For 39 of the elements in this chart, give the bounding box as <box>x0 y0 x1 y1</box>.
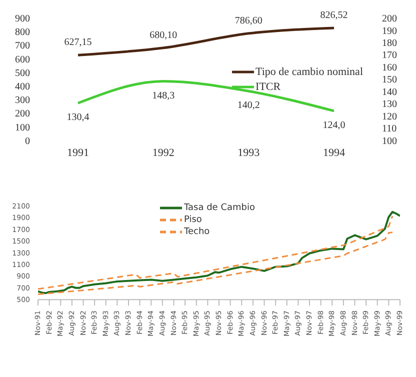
data-label: 627,15 <box>64 37 92 48</box>
data-label: 148,3 <box>152 90 175 102</box>
legend-label: Piso <box>184 214 202 226</box>
data-label: 124,0 <box>322 120 346 132</box>
legend-label: Tasa de Cambio <box>184 202 255 214</box>
y2-tick-label: 160 <box>382 62 397 74</box>
legend-label: Techo <box>184 226 210 238</box>
y2-tick-label: 140 <box>382 86 397 98</box>
y-tick-label: 500 <box>15 68 30 79</box>
y-tick-label: 100 <box>15 122 30 134</box>
y2-tick-label: 120 <box>382 111 397 122</box>
y-tick-label: 800 <box>15 27 30 38</box>
data-label: 130,4 <box>66 112 90 124</box>
legend-label: ITCR <box>256 80 281 95</box>
y2-tick-label: 190 <box>382 26 397 37</box>
y2-tick-label: 110 <box>382 124 397 135</box>
y2-tick-label: 200 <box>382 14 397 25</box>
data-label: 680,10 <box>150 30 178 41</box>
y-tick-label: 400 <box>15 82 30 92</box>
x-tick-label: 1994 <box>323 147 346 160</box>
y-tick-label: 0 <box>25 136 30 147</box>
data-label: 826,52 <box>320 10 348 21</box>
y-tick-label: 300 <box>15 95 30 106</box>
line-series <box>76 80 336 112</box>
y-tick-label: 900 <box>15 14 30 25</box>
legend-label: Tipo de cambio nominal <box>256 65 363 80</box>
x-tick-label: 1993 <box>238 147 260 160</box>
y2-tick-label: 150 <box>382 74 397 86</box>
y2-tick-label: 170 <box>382 50 397 62</box>
y2-tick-label: 130 <box>382 99 397 110</box>
x-tick-label: 1991 <box>67 147 89 160</box>
y-tick-label: 700 <box>15 40 30 52</box>
data-label: 140,2 <box>237 100 260 112</box>
y2-tick-label: 100 <box>382 136 397 147</box>
y-tick-label: 600 <box>15 54 30 66</box>
y-tick-label: 200 <box>15 108 30 120</box>
x-tick-label: 1992 <box>152 147 174 160</box>
y2-tick-label: 180 <box>382 38 397 50</box>
data-label: 786,60 <box>234 15 262 26</box>
